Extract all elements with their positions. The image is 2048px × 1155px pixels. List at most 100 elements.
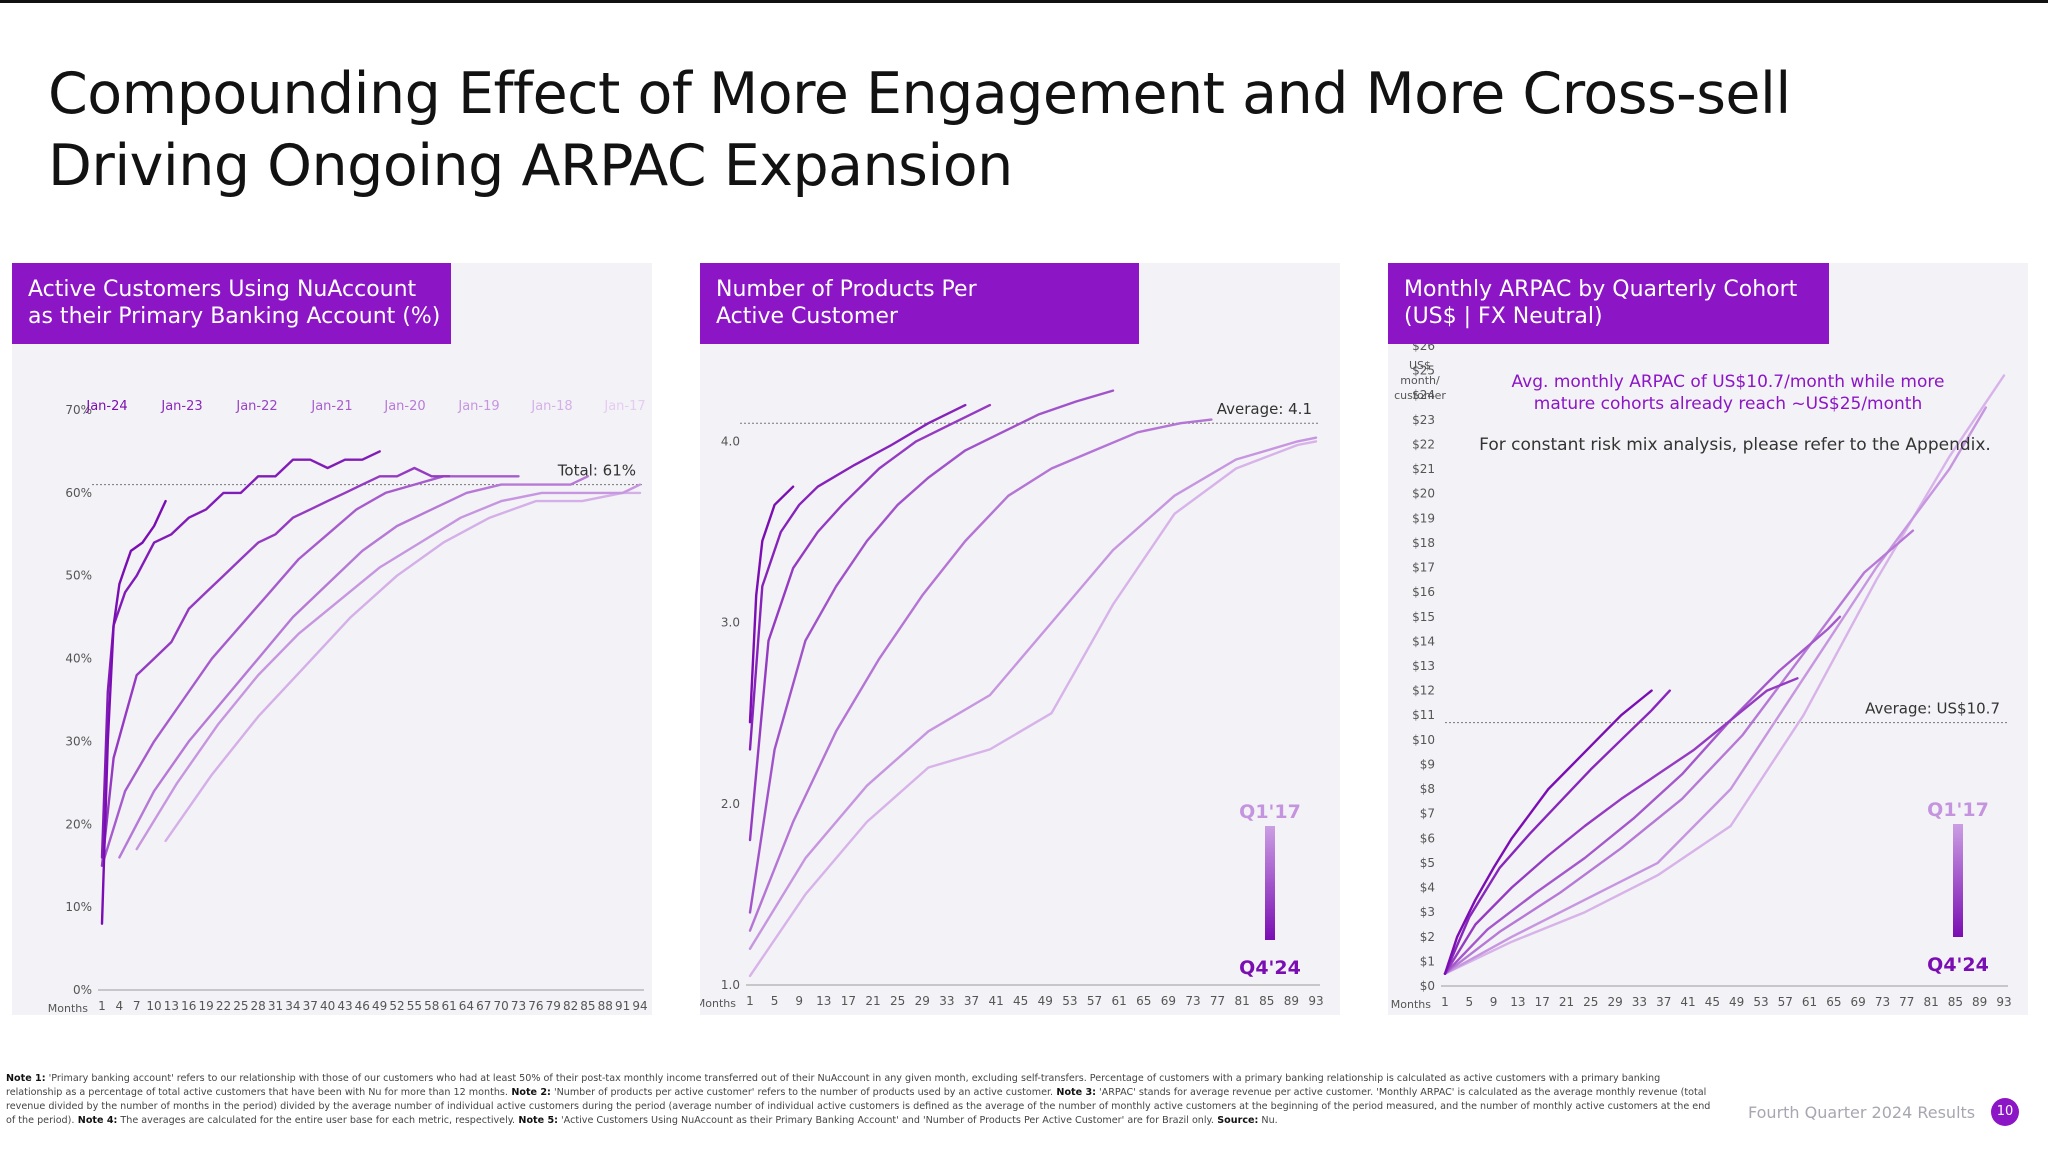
x-tick-label: 61 [1802,995,1817,1009]
y-tick-label: $18 [1412,536,1435,550]
x-tick-label: 93 [1308,994,1323,1008]
arpac-chart: 1 5 9 13 17 21 25 29 33 37 41 45 49 53 57 61 65 69 73 77 81 8… [1391,339,2012,1011]
x-tick-label: 7 [133,999,141,1013]
series-line-q1-17 [748,440,1318,978]
y-tick-label: $0 [1420,979,1435,993]
x-tick-label: 93 [1996,995,2011,1009]
x-tick-label: 34 [285,999,300,1013]
y-tick-label: $12 [1412,684,1435,698]
x-tick-label: 79 [546,999,561,1013]
cohort-label: Jan-18 [530,399,572,414]
x-tick-label: 85 [1259,994,1274,1008]
y-tick-label: $17 [1412,561,1435,575]
series-line-jan-19 [135,483,642,851]
x-tick-label: 85 [580,999,595,1013]
page-title: Compounding Effect of More Engagement an… [48,58,1948,202]
x-tick-label: 73 [511,999,526,1013]
series-line-q4-24 [748,485,795,724]
y-tick-label: $8 [1420,782,1435,796]
x-tick-label: 31 [268,999,283,1013]
y-tick-label: 10% [65,900,92,914]
series-line-q1-17 [1443,374,2006,975]
x-tick-label: 1 [98,999,106,1013]
y-tick-label: $13 [1412,659,1435,673]
legend-gradient-bar [1953,824,1963,937]
y-axis-label-line1: US$ [1409,359,1431,372]
x-tick-label: 65 [1136,994,1151,1008]
x-tick-label: 33 [1632,995,1647,1009]
chart-panel-arpac: 1 5 9 13 17 21 25 29 33 37 41 45 49 53 57 61 65 69 73 77 81 8… [1388,263,2028,1015]
y-tick-label: 70% [65,403,92,417]
arpac-annotation-line2: mature cohorts already reach ~US$25/mont… [1534,394,1922,414]
series-line-q1-19 [1443,406,1987,975]
note5-text: 'Active Customers Using NuAccount as the… [558,1115,1214,1126]
y-tick-label: $15 [1412,610,1435,624]
x-tick-label: 70 [494,999,509,1013]
y-axis-label-line3: customer [1394,389,1446,402]
y-tick-label: $14 [1412,634,1435,648]
x-tick-label: 58 [424,999,439,1013]
x-axis-label: Months [48,1002,88,1015]
chart-title-line2: Active Customer [716,304,898,329]
x-tick-label: 45 [1013,994,1028,1008]
x-tick-label: 5 [1465,995,1473,1009]
x-tick-label: 43 [337,999,352,1013]
series-line-q1-24 [748,403,967,751]
y-tick-label: $24 [1412,388,1435,402]
x-tick-label: 25 [890,994,905,1008]
x-tick-label: 22 [216,999,231,1013]
x-tick-label: 41 [988,994,1003,1008]
note3-label: Note 3: [1053,1087,1096,1098]
y-tick-label: $23 [1412,413,1435,427]
series-line-q1-23 [748,403,992,842]
cohort-label: Jan-20 [383,399,425,414]
x-tick-label: 29 [1607,995,1622,1009]
series-line-q1-22 [1443,615,1842,975]
note5-label: Note 5: [515,1115,558,1126]
x-tick-label: 37 [303,999,318,1013]
reference-label: Average: 4.1 [1217,400,1312,418]
chart-panel-products: 1 5 9 13 17 21 25 29 33 37 41 45 49 53 57 61 65 69 73 77 81 8… [700,263,1340,1015]
y-tick-label: $11 [1412,708,1435,722]
series-line-q1-19 [748,436,1318,950]
series-line-q1-23 [1443,677,1799,975]
cohort-label: Jan-21 [310,399,352,414]
x-tick-label: 1 [746,994,754,1008]
x-tick-label: 77 [1899,995,1914,1009]
source-text: Nu. [1258,1115,1278,1126]
note4-text: The averages are calculated for the enti… [117,1115,516,1126]
series-line-q4-24 [1443,689,1653,975]
x-tick-label: 13 [164,999,179,1013]
y-tick-label: $5 [1420,856,1435,870]
chart-title-line1: Number of Products Per [716,277,977,302]
legend-gradient-bar [1265,826,1275,940]
chart-title-line2: (US$ | FX Neutral) [1404,304,1603,329]
y-tick-label: 2.0 [721,797,740,811]
cohort-label: Jan-22 [235,399,277,414]
x-tick-label: 17 [1535,995,1550,1009]
chart-title-line2: as their Primary Banking Account (%) [28,304,441,329]
chart-title-primary-banking: Active Customers Using NuAccount as thei… [12,263,451,344]
x-axis-label: Months [1391,998,1431,1011]
y-tick-label: 40% [65,652,92,666]
page-title-line2: Driving Ongoing ARPAC Expansion [48,133,1013,199]
note3-text: 'ARPAC' stands for average revenue per a… [6,1087,1711,1126]
x-tick-label: 49 [372,999,387,1013]
page-number-badge: 10 [1991,1098,2019,1126]
y-tick-label: $4 [1420,881,1435,895]
cohort-label: Jan-23 [160,399,202,414]
x-tick-label: 89 [1972,995,1987,1009]
y-tick-label: $7 [1420,807,1435,821]
x-tick-label: 57 [1778,995,1793,1009]
x-tick-label: 69 [1851,995,1866,1009]
y-axis-label-line2: month/ [1400,374,1440,387]
x-tick-label: 25 [233,999,248,1013]
x-tick-label: 91 [615,999,630,1013]
x-tick-label: 53 [1062,994,1077,1008]
x-tick-label: 13 [1510,995,1525,1009]
products-per-customer-chart: 1 5 9 13 17 21 25 29 33 37 41 45 49 53 57 61 65 69 73 77 81 8… [700,389,1324,1010]
y-tick-label: $20 [1412,487,1435,501]
y-tick-label: $1 [1420,954,1435,968]
x-tick-label: 4 [116,999,124,1013]
x-tick-label: 88 [598,999,613,1013]
